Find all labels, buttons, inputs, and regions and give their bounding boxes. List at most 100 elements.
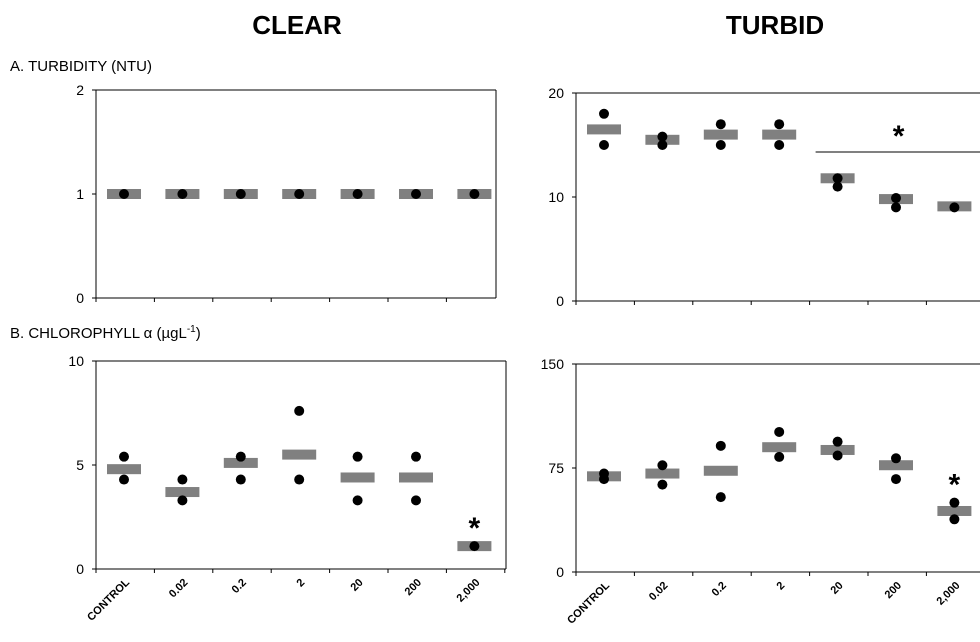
- mean-bar: [587, 124, 621, 135]
- data-point: [832, 436, 843, 447]
- significance-star: *: [949, 469, 961, 502]
- y-tick-label: 20: [548, 85, 564, 101]
- data-point: [657, 479, 668, 490]
- data-point: [411, 189, 421, 199]
- data-point: [599, 140, 609, 150]
- y-tick-label: 75: [548, 460, 564, 476]
- data-point: [774, 426, 785, 437]
- x-tick-label: 200: [883, 580, 904, 601]
- data-point: [177, 495, 188, 506]
- x-tick-label: 2: [295, 577, 308, 590]
- mean-bar: [879, 460, 913, 471]
- mean-bar: [223, 457, 258, 468]
- data-point: [774, 451, 785, 462]
- turbid-heading: TURBID: [726, 10, 824, 40]
- y-tick-label: 5: [76, 457, 84, 473]
- y-tick-label: 10: [68, 353, 84, 369]
- y-tick-label: 0: [556, 564, 564, 580]
- chart-panel-A-turbid: 0 10 20 *: [548, 85, 980, 309]
- mean-bar: [340, 472, 375, 483]
- data-point: [949, 202, 960, 213]
- x-tick-label: 20: [829, 580, 846, 597]
- data-point: [177, 474, 188, 485]
- data-point: [119, 474, 129, 485]
- mean-bar: [165, 487, 200, 498]
- data-point: [891, 453, 901, 464]
- data-point: [715, 440, 726, 451]
- y-tick-label: 150: [541, 356, 565, 372]
- mean-bar: [762, 442, 797, 453]
- data-point: [599, 474, 609, 485]
- data-point: [599, 108, 609, 119]
- data-point: [715, 140, 726, 150]
- mean-bar: [762, 129, 797, 140]
- data-point: [657, 131, 668, 142]
- data-point: [657, 140, 668, 150]
- data-point: [352, 189, 363, 199]
- data-point: [891, 202, 901, 213]
- mean-bar: [703, 465, 738, 476]
- data-point: [949, 497, 960, 508]
- data-point: [177, 189, 188, 199]
- x-tick-label: 200: [403, 577, 424, 598]
- data-point: [294, 189, 305, 199]
- y-tick-label: 10: [548, 189, 564, 205]
- significance-star: *: [469, 512, 481, 545]
- data-point: [411, 451, 421, 462]
- data-point: [294, 405, 305, 416]
- clear-heading: CLEAR: [252, 10, 342, 40]
- data-point: [832, 181, 843, 192]
- section-b-label: B. CHLOROPHYLL α (µgL-1): [10, 324, 201, 342]
- x-tick-label: 0.2: [230, 577, 249, 596]
- x-tick-label: 0.2: [710, 580, 729, 599]
- section-b-label-superscript: -1: [187, 324, 196, 335]
- data-point: [774, 140, 785, 150]
- mean-bar: [282, 449, 317, 460]
- data-point: [715, 492, 726, 503]
- chart-panel-A-clear: 0 1 2: [76, 82, 497, 306]
- mean-bar: [820, 444, 855, 455]
- data-point: [832, 450, 843, 461]
- data-point: [119, 451, 129, 462]
- mean-bar: [937, 505, 972, 516]
- data-point: [774, 119, 785, 130]
- significance-star: *: [893, 120, 905, 153]
- data-point: [235, 189, 246, 199]
- x-tick-label: 0.02: [167, 577, 191, 601]
- x-tick-label: 2,000: [455, 577, 483, 605]
- data-point: [411, 495, 421, 506]
- chart-panel-B-turbid: 0 75 150 CONTROL 0.02 0.2 2 20 200 2,000 *: [541, 356, 980, 627]
- data-point: [657, 460, 668, 471]
- y-tick-label: 0: [556, 293, 564, 309]
- x-tick-label: CONTROL: [565, 579, 612, 626]
- data-point: [119, 189, 129, 199]
- data-point: [469, 189, 480, 199]
- data-point: [891, 193, 901, 204]
- x-tick-label: 2,000: [935, 580, 963, 608]
- data-point: [235, 474, 246, 485]
- data-point: [949, 514, 960, 525]
- data-point: [352, 495, 363, 506]
- data-point: [352, 451, 363, 462]
- data-point: [832, 173, 843, 184]
- data-point: [891, 474, 901, 485]
- section-b-label-text: B. CHLOROPHYLL α (µgL: [10, 325, 187, 342]
- mean-bar: [645, 468, 680, 479]
- y-tick-label: 0: [76, 561, 84, 577]
- x-tick-label: 0.02: [647, 580, 671, 604]
- y-tick-label: 2: [76, 82, 84, 98]
- data-point: [294, 474, 305, 485]
- data-point: [469, 541, 480, 552]
- mean-bar: [107, 464, 141, 475]
- section-a-label: A. TURBIDITY (NTU): [10, 58, 152, 75]
- y-tick-label: 1: [76, 186, 84, 202]
- data-point: [235, 451, 246, 462]
- mean-bar: [703, 129, 738, 140]
- mean-bar: [399, 472, 433, 483]
- section-b-label-close: ): [196, 325, 201, 342]
- x-tick-label: 2: [775, 580, 788, 593]
- y-tick-label: 0: [76, 290, 84, 306]
- data-point: [715, 119, 726, 130]
